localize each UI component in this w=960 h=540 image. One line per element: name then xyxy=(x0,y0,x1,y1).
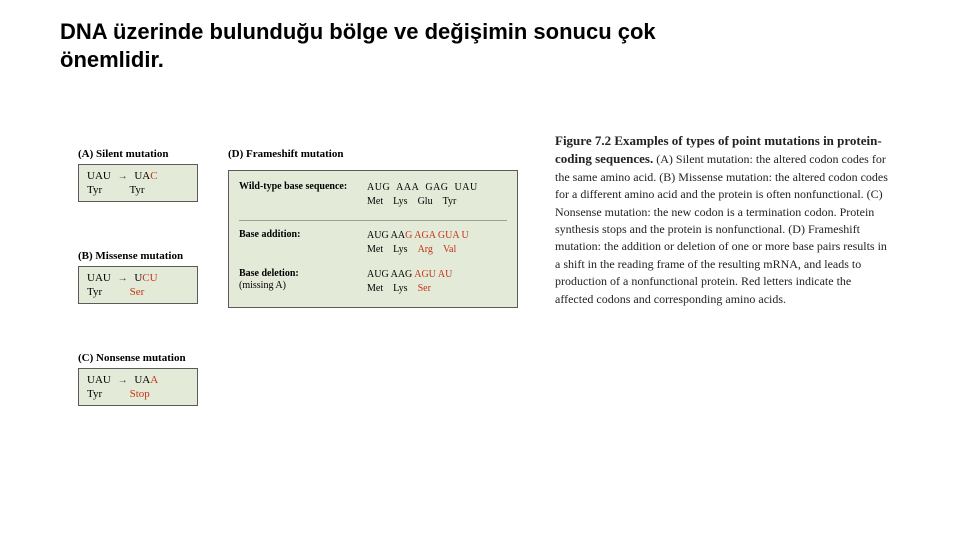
panel-b-from-codon: UAU xyxy=(87,272,111,284)
panel-c-box: UAU → UAA Tyr Stop xyxy=(78,368,198,406)
panel-c-to-codon-mut: A xyxy=(150,374,158,386)
panel-c-to-codon-pre: UA xyxy=(134,374,150,386)
frameshift-addition-row: Base addition: AUG AAG AGA GUA U MetLysA… xyxy=(239,229,507,256)
panel-a-from-aa: Tyr xyxy=(87,184,102,196)
frameshift-deletion-key: Base deletion: (missing A) xyxy=(239,268,367,295)
panel-frameshift-mutation: (D) Frameshift mutation Wild-type base s… xyxy=(228,148,518,308)
frameshift-deletion-seq: AUG AAG AGU AU MetLysSer xyxy=(367,268,507,295)
panel-b-to-codon-mut: CU xyxy=(142,272,157,284)
arrow-icon: → xyxy=(118,273,128,284)
panel-a-to-aa: Tyr xyxy=(129,184,144,196)
frameshift-deletion-row: Base deletion: (missing A) AUG AAG AGU A… xyxy=(239,268,507,295)
arrow-icon: → xyxy=(118,375,128,386)
panel-c-from-aa: Tyr xyxy=(87,388,102,400)
panel-d-box: Wild-type base sequence: AUGAAAGAGUAU Me… xyxy=(228,170,518,308)
panel-a-label: (A) Silent mutation xyxy=(78,148,198,160)
arrow-icon: → xyxy=(118,171,128,182)
frameshift-wild-key: Wild-type base sequence: xyxy=(239,181,367,208)
panel-a-to-codon-pre: UA xyxy=(134,170,150,182)
slide-title: DNA üzerinde bulunduğu bölge ve değişimi… xyxy=(60,18,660,73)
panel-b-box: UAU → UCU Tyr Ser xyxy=(78,266,198,304)
panel-c-label: (C) Nonsense mutation xyxy=(78,352,198,364)
divider xyxy=(239,220,507,221)
frameshift-wild-seq: AUGAAAGAGUAU MetLysGluTyr xyxy=(367,181,507,208)
figure-caption: Figure 7.2 Examples of types of point mu… xyxy=(555,132,890,308)
panel-a-to-codon-mut: C xyxy=(150,170,157,182)
panel-b-to-aa: Ser xyxy=(130,286,145,298)
panel-b-label: (B) Missense mutation xyxy=(78,250,198,262)
panel-a-from-codon: UAU xyxy=(87,170,111,182)
panel-nonsense-mutation: (C) Nonsense mutation UAU → UAA Tyr Stop xyxy=(78,352,198,406)
panel-b-from-aa: Tyr xyxy=(87,286,102,298)
frameshift-addition-seq: AUG AAG AGA GUA U MetLysArgVal xyxy=(367,229,507,256)
panel-missense-mutation: (B) Missense mutation UAU → UCU Tyr Ser xyxy=(78,250,198,304)
panel-c-to-aa: Stop xyxy=(130,388,150,400)
panel-c-from-codon: UAU xyxy=(87,374,111,386)
figure-caption-body: (A) Silent mutation: the altered codon c… xyxy=(555,152,888,305)
panel-a-box: UAU → UAC Tyr Tyr xyxy=(78,164,198,202)
frameshift-wildtype-row: Wild-type base sequence: AUGAAAGAGUAU Me… xyxy=(239,181,507,208)
panel-d-label: (D) Frameshift mutation xyxy=(228,148,518,160)
frameshift-addition-key: Base addition: xyxy=(239,229,367,256)
panel-silent-mutation: (A) Silent mutation UAU → UAC Tyr Tyr xyxy=(78,148,198,202)
